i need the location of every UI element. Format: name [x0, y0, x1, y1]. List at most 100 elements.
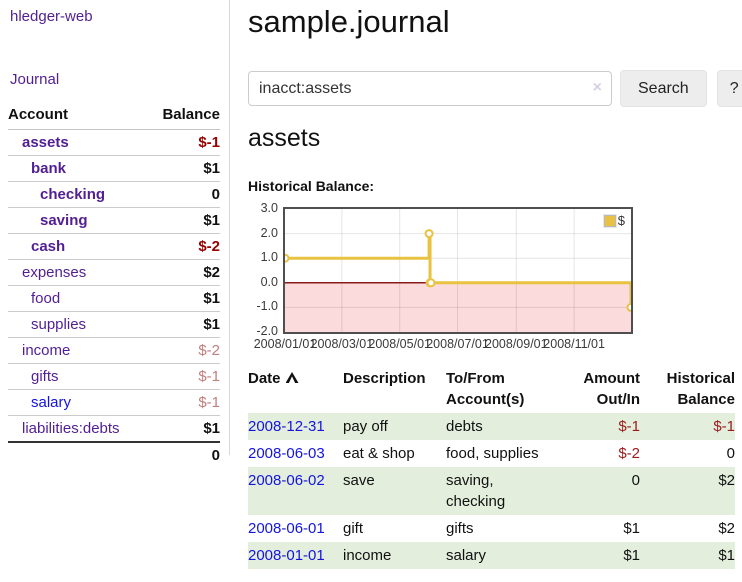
transaction-date-link[interactable]: 2008-12-31 — [248, 418, 325, 435]
account-row: food $1 — [8, 285, 220, 312]
account-balance: $1 — [147, 207, 220, 234]
chart-label: Historical Balance: — [248, 178, 375, 194]
transaction-accounts: salary — [446, 547, 487, 564]
account-row: supplies $1 — [8, 311, 220, 338]
transaction-date-link[interactable]: 2008-06-01 — [248, 520, 325, 537]
plot-area: $ — [283, 207, 633, 334]
account-link[interactable]: liabilities:debts — [22, 420, 120, 437]
transaction-balance: 0 — [726, 445, 735, 462]
table-row: 2008-12-31 pay off debts $-1 $-1 — [248, 413, 735, 440]
sidebar: hledger-web Journal Account Balance asse… — [0, 0, 230, 464]
account-row: cash $-2 — [8, 233, 220, 260]
x-axis-tick-label: 2008/11/01 — [543, 337, 605, 351]
sidebar-item-journal[interactable]: Journal — [10, 71, 60, 88]
account-balance: $1 — [147, 311, 220, 338]
transaction-accounts: gifts — [446, 520, 474, 537]
account-balance: $-1 — [147, 363, 220, 390]
account-row: checking 0 — [8, 181, 220, 208]
account-row: assets $-1 — [8, 129, 220, 156]
y-axis-tick-label: 0.0 — [260, 274, 278, 289]
transaction-date-link[interactable]: 2008-01-01 — [248, 547, 325, 564]
y-axis-tick-label: 2.0 — [260, 225, 278, 240]
x-axis-tick-label: 2008/01/01 — [253, 337, 317, 351]
account-link[interactable]: cash — [31, 238, 66, 255]
account-balance: 0 — [147, 181, 220, 208]
search-bar: × Search ? — [248, 70, 742, 107]
account-balance: $2 — [147, 259, 220, 286]
transaction-amount: $1 — [623, 520, 640, 537]
transaction-amount: 0 — [631, 472, 640, 489]
main-content: sample.journal × Search ? assets Histori… — [248, 0, 742, 569]
register-header-row: Date Description To/From Account(s) Amou… — [248, 365, 735, 413]
y-axis-tick-label: 1.0 — [260, 250, 278, 265]
transaction-date-link[interactable]: 2008-06-02 — [248, 472, 325, 489]
sort-ascending-icon — [285, 372, 299, 383]
account-balance: $-2 — [147, 337, 220, 364]
search-button[interactable]: Search — [620, 70, 707, 107]
legend-swatch-icon — [603, 214, 616, 227]
account-link[interactable]: saving — [40, 212, 88, 229]
transaction-balance: $2 — [718, 520, 735, 537]
accounts-body: assets $-1 bank $1 checking 0 saving $1 cash $-2 e… — [8, 129, 220, 443]
account-row: income $-2 — [8, 337, 220, 364]
transaction-balance: $-1 — [713, 418, 735, 435]
accounts-header-balance: Balance — [147, 102, 220, 130]
column-header-accounts: To/From Account(s) — [446, 370, 525, 408]
account-link[interactable]: expenses — [22, 264, 87, 281]
search-box: × — [248, 71, 612, 106]
account-balance: $1 — [147, 415, 220, 443]
transaction-amount: $1 — [623, 547, 640, 564]
register-table: Date Description To/From Account(s) Amou… — [248, 365, 735, 569]
x-axis-tick-label: 2008/03/01 — [310, 337, 374, 351]
brand-link[interactable]: hledger-web — [10, 8, 93, 25]
column-header-description: Description — [343, 370, 426, 387]
account-balance: $-2 — [147, 233, 220, 260]
transaction-description: save — [343, 472, 375, 489]
transaction-accounts: debts — [446, 418, 483, 435]
transaction-accounts: food, supplies — [446, 445, 539, 462]
account-row: expenses $2 — [8, 259, 220, 286]
table-row: 2008-06-02 save saving, checking 0 $2 — [248, 467, 735, 515]
legend-label: $ — [617, 213, 625, 228]
column-header-date[interactable]: Date — [248, 365, 343, 413]
table-row: 2008-01-01 income salary $1 $1 — [248, 542, 735, 569]
register-body: 2008-12-31 pay off debts $-1 $-1 2008-06-03 ea… — [248, 413, 735, 569]
account-row: gifts $-1 — [8, 363, 220, 390]
y-axis-tick-label: -1.0 — [256, 299, 278, 314]
account-row: saving $1 — [8, 207, 220, 234]
x-axis-tick-label: 2008/09/01 — [485, 337, 548, 351]
account-link[interactable]: bank — [31, 160, 67, 177]
accounts-header-account: Account — [8, 102, 148, 130]
account-link[interactable]: gifts — [31, 368, 59, 385]
transaction-description: eat & shop — [343, 445, 415, 462]
account-link[interactable]: checking — [40, 186, 106, 203]
account-balance: $-1 — [147, 129, 220, 156]
historical-balance-chart: $ 3.0 2.0 1.0 0.0 -1.0 -2.0 2008/01/01 2008/03/… — [248, 201, 742, 355]
account-row: salary $-1 — [8, 389, 220, 416]
table-row: 2008-06-03 eat & shop food, supplies $-2 0 — [248, 440, 735, 467]
account-balance: $1 — [147, 285, 220, 312]
account-balance: $-1 — [147, 389, 220, 416]
account-link[interactable]: food — [31, 290, 61, 307]
chart-svg — [285, 209, 631, 332]
y-axis-tick-label: -2.0 — [256, 324, 278, 338]
help-button[interactable]: ? — [716, 70, 742, 107]
transaction-accounts: saving, checking — [446, 472, 506, 510]
y-axis-tick-label: 3.0 — [260, 201, 278, 215]
accounts-total-value: 0 — [211, 447, 220, 464]
transaction-date-link[interactable]: 2008-06-03 — [248, 445, 325, 462]
account-balance: $1 — [147, 155, 220, 182]
transaction-description: gift — [343, 520, 364, 537]
account-link[interactable]: assets — [22, 134, 69, 151]
accounts-header-row: Account Balance — [8, 102, 220, 130]
chart-legend: $ — [603, 213, 625, 228]
account-link[interactable]: income — [22, 342, 71, 359]
transaction-balance: $1 — [718, 547, 735, 564]
transaction-description: pay off — [343, 418, 388, 435]
search-input[interactable] — [248, 71, 612, 106]
account-link[interactable]: salary — [31, 394, 72, 411]
clear-search-icon[interactable]: × — [592, 79, 602, 96]
page-title: sample.journal — [248, 4, 450, 39]
account-link[interactable]: supplies — [31, 316, 87, 333]
accounts-total-row: 0 — [8, 442, 220, 468]
